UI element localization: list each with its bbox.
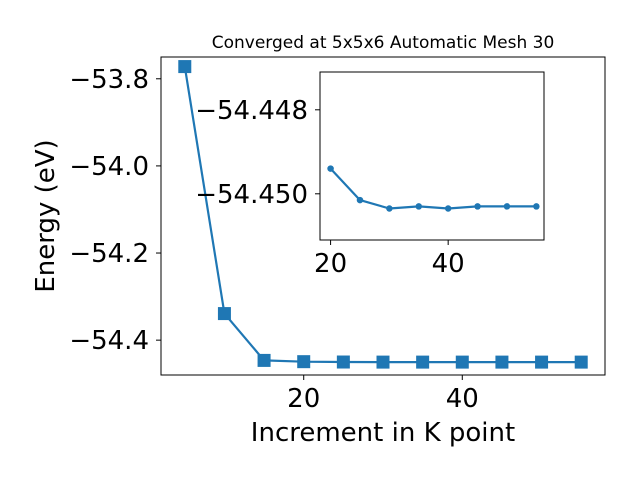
- inset-data-point: [415, 203, 423, 210]
- inset-x-tick-label: 40: [432, 249, 465, 279]
- inset-series: [327, 165, 540, 212]
- inset-y-tick-label: −54.450: [195, 180, 308, 210]
- main-y-tick-label: −54.0: [69, 152, 149, 182]
- main-data-point: [257, 353, 271, 367]
- main-data-point: [217, 307, 231, 321]
- main-data-point: [495, 355, 509, 369]
- inset-y-ticks: −54.450 −54.448: [195, 96, 320, 210]
- inset-data-point: [503, 203, 511, 210]
- main-data-point: [376, 355, 390, 369]
- main-data-point: [336, 355, 350, 369]
- inset-y-tick-label: −54.448: [195, 96, 308, 126]
- inset-data-point: [356, 196, 364, 204]
- inset-data-point: [474, 203, 481, 210]
- main-y-ticks: −53.8 −54.0 −54.2 −54.4: [69, 65, 161, 356]
- inset-data-point: [444, 205, 452, 212]
- main-data-point: [455, 355, 469, 369]
- inset-axes: 20 40 −54.450−54.448: [195, 71, 545, 279]
- main-x-axis-label: Increment in K point: [251, 418, 515, 448]
- inset-x-ticks: 20 40: [314, 240, 465, 279]
- inset-series-line: [329, 167, 537, 210]
- main-data-point: [416, 355, 430, 369]
- main-series: [178, 60, 588, 369]
- main-y-tick-label: −54.4: [69, 326, 149, 356]
- main-data-point: [574, 355, 588, 369]
- main-data-point: [178, 60, 192, 74]
- inset-data-point: [327, 165, 334, 172]
- main-y-tick-label: −54.2: [69, 239, 149, 269]
- main-x-tick-label: 40: [446, 384, 479, 414]
- inset-data-point: [386, 205, 393, 212]
- inset-plot-frame: [319, 71, 545, 241]
- main-x-tick-label: 20: [287, 384, 320, 414]
- main-data-point: [535, 355, 549, 369]
- main-data-point: [297, 355, 311, 369]
- main-y-axis-label: Energy (eV): [31, 139, 61, 292]
- main-chart-title: Converged at 5x5x6 Automatic Mesh 30: [212, 33, 555, 53]
- main-y-tick-label: −53.8: [69, 65, 149, 95]
- main-x-ticks: 20 40: [287, 375, 479, 414]
- inset-data-point: [533, 203, 540, 210]
- inset-x-tick-label: 20: [314, 249, 347, 279]
